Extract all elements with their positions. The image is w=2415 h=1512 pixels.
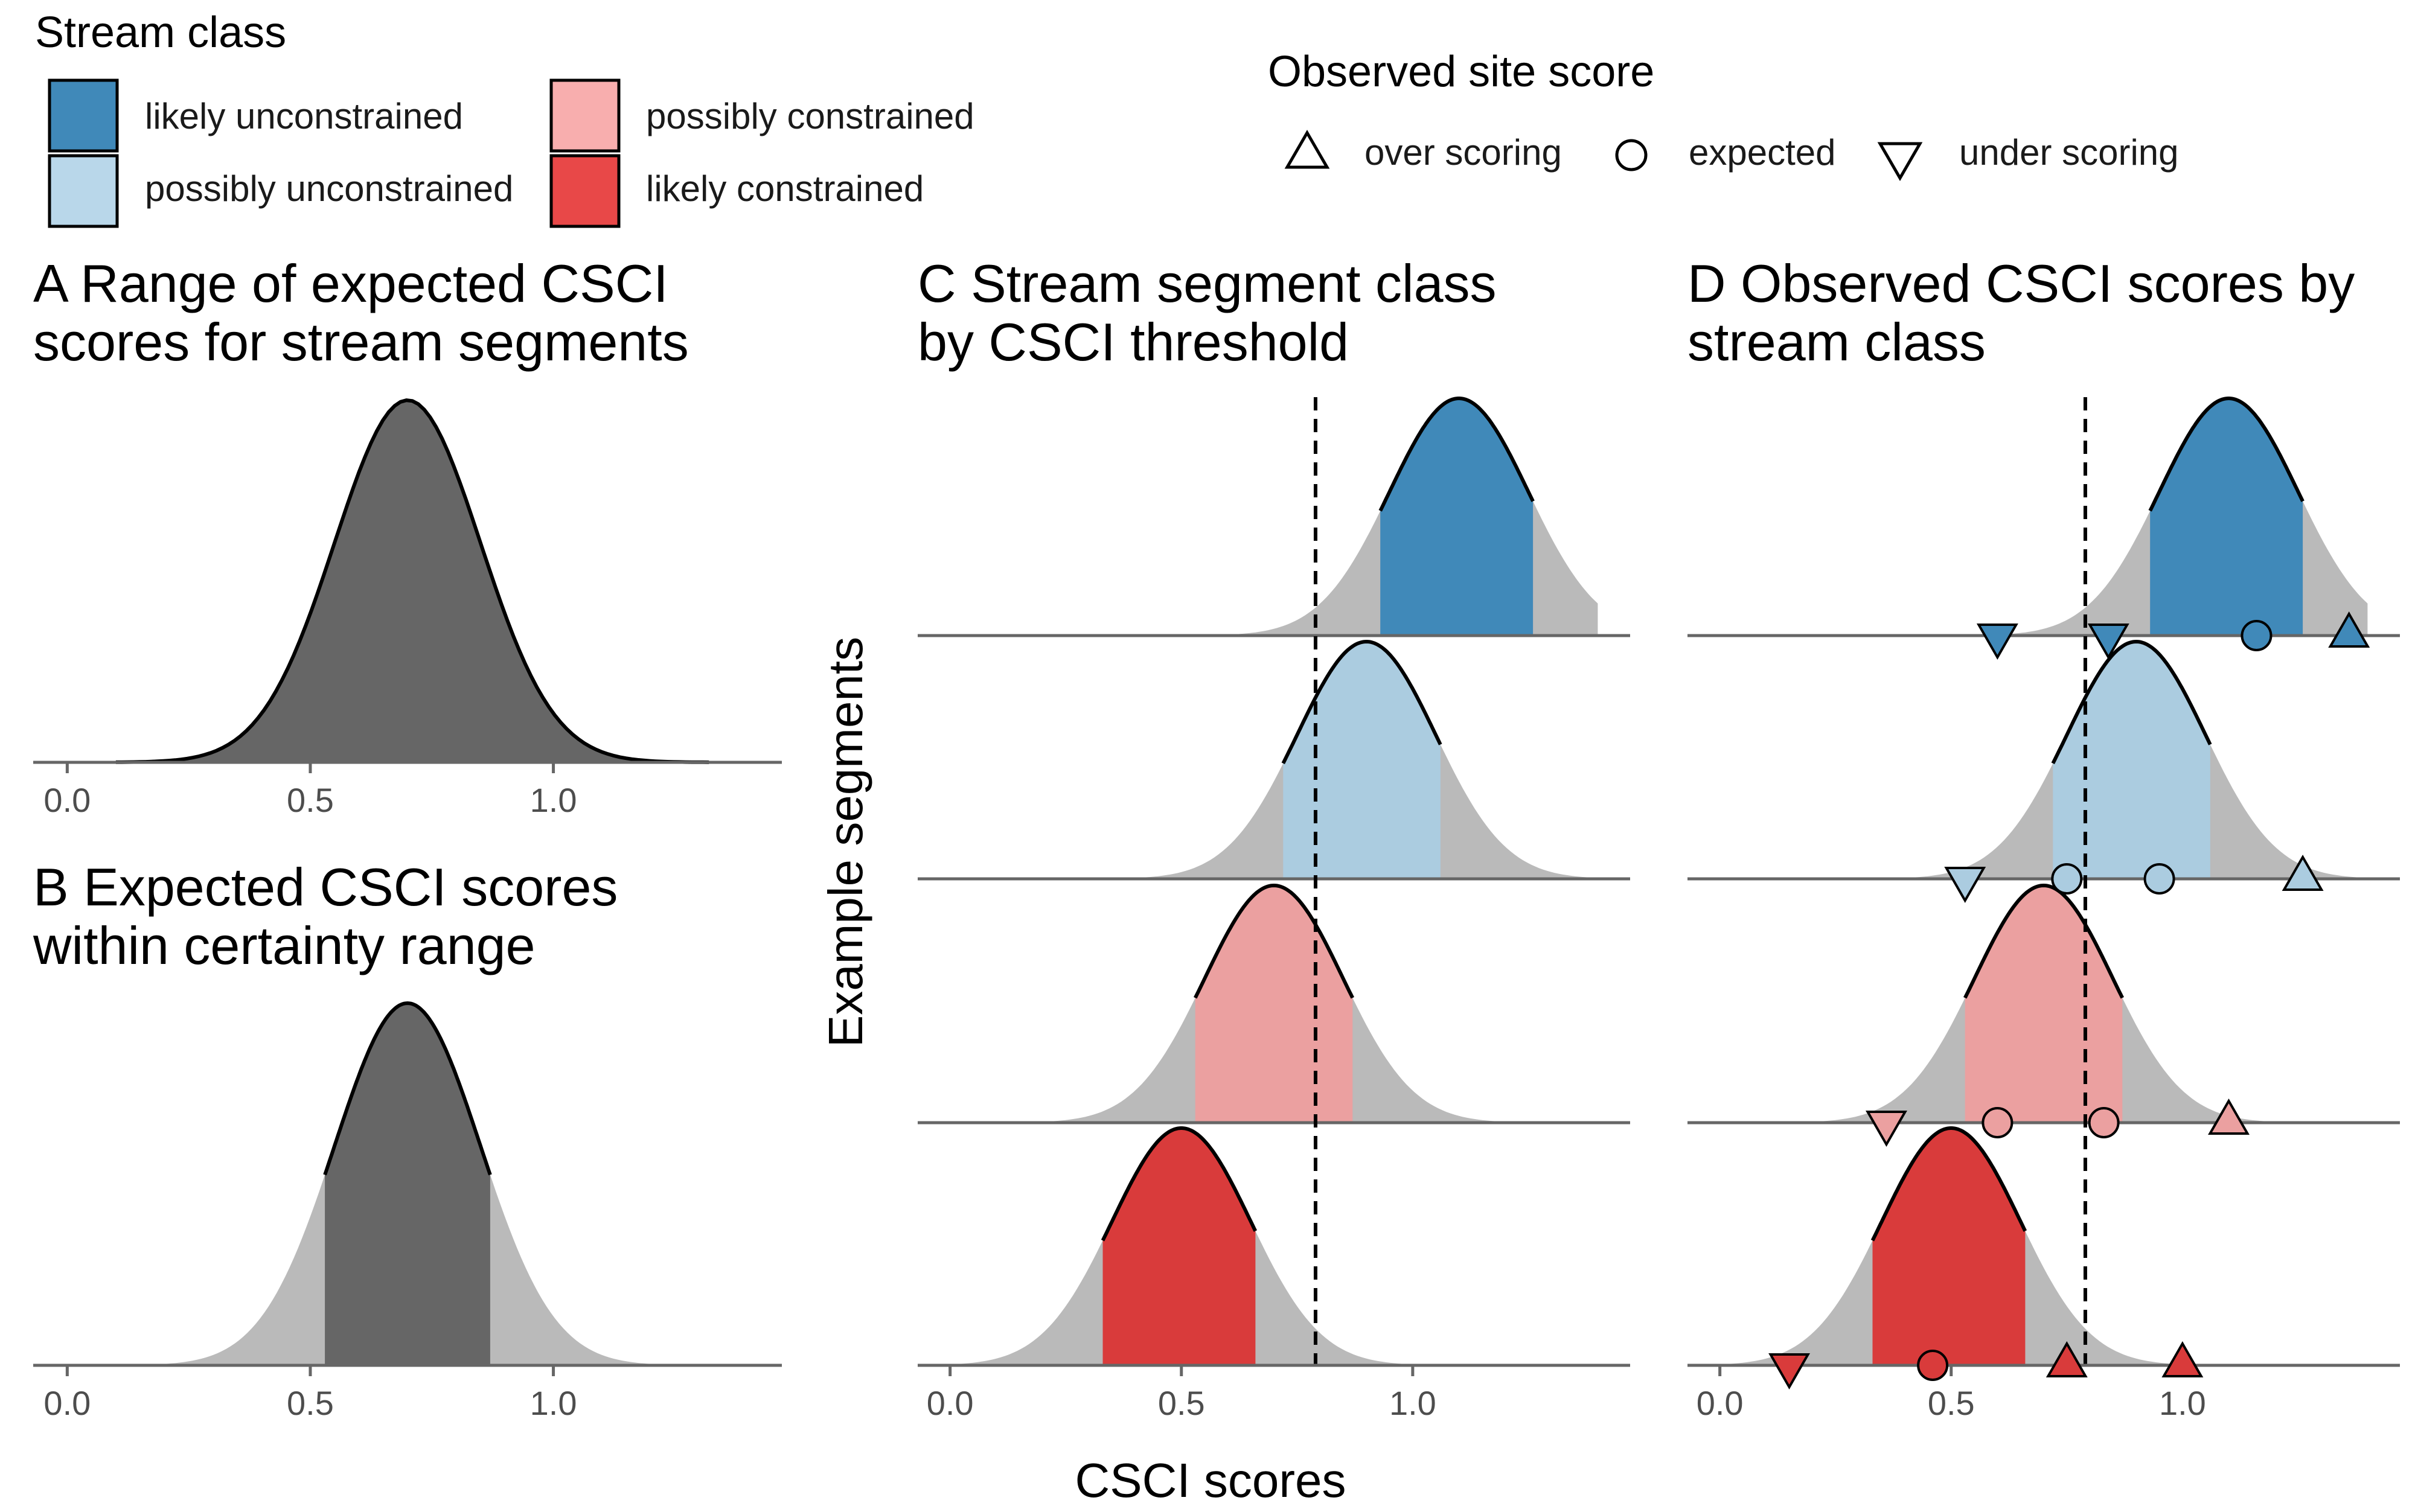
legend-label-over-scoring: over scoring <box>1364 132 1562 173</box>
segment-density-certainty <box>2150 398 2303 636</box>
x-tick-label: 1.0 <box>1389 1384 1436 1422</box>
legend-label-expected: expected <box>1689 132 1836 173</box>
legend-stream-class-title: Stream class <box>35 8 286 57</box>
x-tick-label: 0.0 <box>43 781 91 819</box>
observed-point-expected <box>1982 1107 2014 1138</box>
panel-b-plot: 0.0 0.5 1.0 <box>33 1001 782 1422</box>
density-outline <box>115 398 709 764</box>
observed-point-over-scoring <box>2282 854 2324 891</box>
observed-point-under-scoring <box>1866 1111 1907 1147</box>
segment-density-certainty <box>1965 885 2123 1123</box>
panel-d-title: D Observed CSCI scores by stream class <box>1687 254 2355 372</box>
observed-point-under-scoring <box>1768 1353 1811 1390</box>
segment-density-certainty <box>2053 642 2210 879</box>
segment-density-certainty <box>1380 398 1534 636</box>
observed-point-over-scoring <box>2328 611 2370 648</box>
observed-point-expected <box>2143 863 2175 895</box>
legend-swatch-likely-unconstrained <box>48 78 119 153</box>
observed-point-over-scoring <box>2161 1341 2204 1377</box>
segment-possibly-unconstrained <box>918 639 1630 881</box>
legend-label-likely-unconstrained: likely unconstrained <box>145 96 463 136</box>
segment-density-certainty <box>1195 885 1353 1123</box>
panel-c-title-line-1: C Stream segment class <box>918 254 1497 313</box>
segment-likely-unconstrained <box>918 397 1630 637</box>
x-tick-label: 0.5 <box>287 1384 334 1422</box>
segment-outline <box>1194 883 1354 999</box>
segment-possibly-constrained <box>1687 883 2400 1124</box>
panel-b-title-line-2: within certainty range <box>33 916 536 975</box>
segment-outline <box>2051 639 2212 765</box>
segment-density-certainty <box>1872 1128 2026 1365</box>
y-axis-label: Example segments <box>819 637 872 1047</box>
x-tick-label: 1.0 <box>2159 1384 2206 1422</box>
segment-outline <box>1378 397 1535 512</box>
x-tick-label: 0.5 <box>1158 1384 1205 1422</box>
legend-observed-score: Observed site score over scoring expecte… <box>1268 48 2179 181</box>
panel-b-title-line-1: B Expected CSCI scores <box>33 857 618 917</box>
legend-swatch-possibly-constrained <box>549 78 621 153</box>
observed-point-expected <box>1917 1350 1949 1381</box>
segment-density-certainty <box>1283 642 1441 879</box>
panel-c-title-line-2: by CSCI threshold <box>918 312 1349 372</box>
observed-point-expected <box>2051 863 2083 895</box>
segment-possibly-constrained <box>918 883 1630 1124</box>
panel-a-title: A Range of expected CSCI scores for stre… <box>33 254 689 372</box>
panel-a-title-line-2: scores for stream segments <box>33 312 689 372</box>
legend-circle-icon <box>1615 139 1648 171</box>
observed-point-under-scoring <box>2087 624 2129 660</box>
x-tick-label: 0.0 <box>1697 1384 1744 1422</box>
observed-point-over-scoring <box>2208 1098 2250 1135</box>
panel-d-title-line-2: stream class <box>1687 312 1986 372</box>
x-tick-label: 1.0 <box>530 781 577 819</box>
legend-swatch-likely-constrained <box>549 154 621 228</box>
x-axis-label: CSCI scores <box>1075 1453 1346 1507</box>
panel-d-title-line-1: D Observed CSCI scores by <box>1687 254 2355 313</box>
legend-observed-title: Observed site score <box>1268 48 1654 96</box>
observed-point-under-scoring <box>1976 624 2018 660</box>
legend-triangle-down-icon <box>1877 142 1923 181</box>
x-tick-label: 0.5 <box>1928 1384 1975 1422</box>
x-tick-label: 0.0 <box>43 1384 91 1422</box>
segment-outline <box>1281 639 1442 765</box>
legend-label-possibly-constrained: possibly constrained <box>646 96 974 136</box>
observed-point-over-scoring <box>2046 1341 2088 1377</box>
observed-point-under-scoring <box>1944 867 1986 904</box>
x-tick-label: 0.0 <box>927 1384 974 1422</box>
panel-c-title: C Stream segment class by CSCI threshold <box>918 254 1497 372</box>
segment-density-certainty <box>1102 1128 1256 1365</box>
segment-possibly-unconstrained <box>1687 639 2400 881</box>
legend-label-under-scoring: under scoring <box>1959 132 2179 173</box>
segment-outline <box>2148 397 2305 512</box>
observed-point-expected <box>2088 1107 2120 1138</box>
observed-point-expected <box>2241 620 2273 651</box>
segment-likely-unconstrained <box>1687 397 2400 637</box>
segment-likely-constrained <box>1710 1126 2192 1365</box>
x-tick-label: 0.5 <box>287 781 334 819</box>
segment-outline <box>1101 1126 1258 1242</box>
density-area-certainty <box>325 1003 490 1365</box>
panel-a-title-line-1: A Range of expected CSCI <box>33 254 668 313</box>
density-outline <box>323 1001 492 1176</box>
panel-c-plot: 0.0 0.5 1.0 <box>918 397 1630 1422</box>
panel-d-plot: 0.0 0.5 1.0 <box>1687 397 2400 1422</box>
panel-b-title: B Expected CSCI scores within certainty … <box>33 857 618 975</box>
legend-triangle-up-icon <box>1284 130 1330 169</box>
legend-label-possibly-unconstrained: possibly unconstrained <box>145 168 513 209</box>
segment-likely-constrained <box>941 1126 1422 1365</box>
panel-a-plot: 0.0 0.5 1.0 <box>33 398 782 819</box>
density-area <box>115 400 709 762</box>
legend-label-likely-constrained: likely constrained <box>646 168 924 209</box>
legend-stream-class: Stream class likely unconstrained possib… <box>35 8 974 228</box>
segment-outline <box>1963 883 2124 999</box>
x-tick-label: 1.0 <box>530 1384 577 1422</box>
legend-swatch-possibly-unconstrained <box>48 154 119 228</box>
segment-outline <box>1870 1126 2027 1242</box>
